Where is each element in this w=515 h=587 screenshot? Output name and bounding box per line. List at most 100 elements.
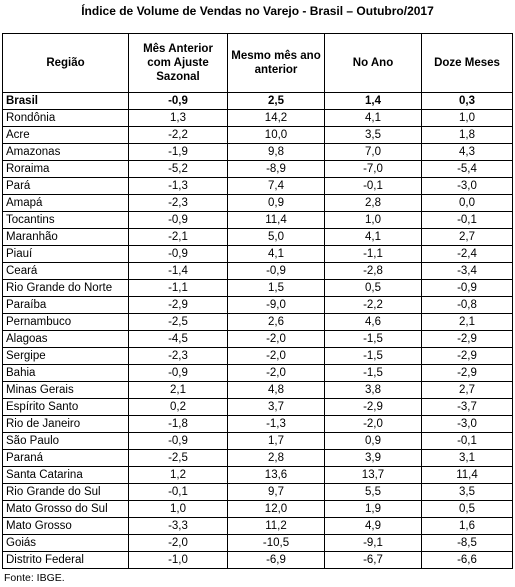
value-cell: 0,5 bbox=[324, 279, 422, 297]
value-cell: 10,0 bbox=[227, 126, 325, 144]
value-cell: -1,3 bbox=[227, 415, 325, 433]
value-cell: 11,2 bbox=[227, 517, 325, 535]
table-row: Sergipe -2,3 -2,0 -1,5 -2,9 bbox=[2, 347, 513, 365]
value-cell: 2,8 bbox=[324, 194, 422, 212]
table-row: Santa Catarina 1,2 13,6 13,7 11,4 bbox=[2, 466, 513, 484]
value-cell: 4,6 bbox=[324, 313, 422, 331]
table-row: Espírito Santo 0,2 3,7 -2,9 -3,7 bbox=[2, 398, 513, 416]
region-cell: Piauí bbox=[2, 245, 129, 263]
value-cell: -1,8 bbox=[128, 415, 228, 433]
region-cell: Bahia bbox=[2, 364, 129, 382]
value-cell: -2,9 bbox=[421, 347, 513, 365]
value-cell: -0,9 bbox=[128, 432, 228, 450]
value-cell: -2,9 bbox=[421, 364, 513, 382]
value-cell: -0,9 bbox=[421, 279, 513, 297]
table-title: Índice de Volume de Vendas no Varejo - B… bbox=[81, 4, 434, 18]
region-cell: Goiás bbox=[2, 534, 129, 552]
value-cell: -8,5 bbox=[421, 534, 513, 552]
value-cell: -2,2 bbox=[324, 296, 422, 314]
value-cell: 3,5 bbox=[324, 126, 422, 144]
value-cell: -6,6 bbox=[421, 551, 513, 569]
value-cell: -0,9 bbox=[128, 245, 228, 263]
value-cell: 4,1 bbox=[227, 245, 325, 263]
table-row: Pará -1,3 7,4 -0,1 -3,0 bbox=[2, 177, 513, 195]
region-cell: Mato Grosso bbox=[2, 517, 129, 535]
table-row: Ceará -1,4 -0,9 -2,8 -3,4 bbox=[2, 262, 513, 280]
value-cell: 1,0 bbox=[324, 211, 422, 229]
column-header: Região bbox=[2, 33, 129, 93]
value-cell: 0,3 bbox=[421, 92, 513, 110]
table-row: Piauí -0,9 4,1 -1,1 -2,4 bbox=[2, 245, 513, 263]
table-row: São Paulo -0,9 1,7 0,9 -0,1 bbox=[2, 432, 513, 450]
table-row: Rio Grande do Sul -0,1 9,7 5,5 3,5 bbox=[2, 483, 513, 501]
region-cell: Santa Catarina bbox=[2, 466, 129, 484]
region-cell: São Paulo bbox=[2, 432, 129, 450]
value-cell: -0,9 bbox=[227, 262, 325, 280]
value-cell: -5,2 bbox=[128, 160, 228, 178]
value-cell: -2,8 bbox=[324, 262, 422, 280]
value-cell: 1,6 bbox=[421, 517, 513, 535]
value-cell: -0,9 bbox=[128, 92, 228, 110]
region-cell: Maranhão bbox=[2, 228, 129, 246]
value-cell: 2,8 bbox=[227, 449, 325, 467]
value-cell: -2,3 bbox=[128, 194, 228, 212]
column-header: Mês Anterior com Ajuste Sazonal bbox=[128, 33, 228, 93]
value-cell: 1,0 bbox=[421, 109, 513, 127]
region-cell: Tocantins bbox=[2, 211, 129, 229]
value-cell: -2,0 bbox=[324, 415, 422, 433]
value-cell: -6,9 bbox=[227, 551, 325, 569]
value-cell: -3,4 bbox=[421, 262, 513, 280]
value-cell: 4,9 bbox=[324, 517, 422, 535]
source-note: Fonte: IBGE. bbox=[4, 572, 65, 584]
region-cell: Ceará bbox=[2, 262, 129, 280]
table-row: Amazonas -1,9 9,8 7,0 4,3 bbox=[2, 143, 513, 161]
table-row: Pernambuco -2,5 2,6 4,6 2,1 bbox=[2, 313, 513, 331]
table-row: Brasil -0,9 2,5 1,4 0,3 bbox=[2, 92, 513, 110]
value-cell: -1,5 bbox=[324, 364, 422, 382]
value-cell: 4,1 bbox=[324, 228, 422, 246]
region-cell: Espírito Santo bbox=[2, 398, 129, 416]
value-cell: 11,4 bbox=[421, 466, 513, 484]
value-cell: 2,7 bbox=[421, 228, 513, 246]
value-cell: 2,5 bbox=[227, 92, 325, 110]
value-cell: 9,8 bbox=[227, 143, 325, 161]
value-cell: -2,4 bbox=[421, 245, 513, 263]
value-cell: 2,1 bbox=[128, 381, 228, 399]
value-cell: 1,9 bbox=[324, 500, 422, 518]
table-row: Roraima -5,2 -8,9 -7,0 -5,4 bbox=[2, 160, 513, 178]
value-cell: -1,4 bbox=[128, 262, 228, 280]
table-row: Maranhão -2,1 5,0 4,1 2,7 bbox=[2, 228, 513, 246]
table-row: Rio Grande do Norte -1,1 1,5 0,5 -0,9 bbox=[2, 279, 513, 297]
value-cell: 3,1 bbox=[421, 449, 513, 467]
value-cell: -2,0 bbox=[227, 347, 325, 365]
value-cell: 3,7 bbox=[227, 398, 325, 416]
region-cell: Paraná bbox=[2, 449, 129, 467]
table-row: Goiás -2,0 -10,5 -9,1 -8,5 bbox=[2, 534, 513, 552]
region-cell: Rio Grande do Norte bbox=[2, 279, 129, 297]
table-row: Distrito Federal -1,0 -6,9 -6,7 -6,6 bbox=[2, 551, 513, 569]
value-cell: -8,9 bbox=[227, 160, 325, 178]
value-cell: -0,9 bbox=[128, 364, 228, 382]
table-row: Bahia -0,9 -2,0 -1,5 -2,9 bbox=[2, 364, 513, 382]
region-cell: Distrito Federal bbox=[2, 551, 129, 569]
value-cell: 3,8 bbox=[324, 381, 422, 399]
value-cell: 12,0 bbox=[227, 500, 325, 518]
region-cell: Pernambuco bbox=[2, 313, 129, 331]
value-cell: 0,9 bbox=[324, 432, 422, 450]
region-cell: Acre bbox=[2, 126, 129, 144]
value-cell: 1,8 bbox=[421, 126, 513, 144]
column-header: Mesmo mês ano anterior bbox=[227, 33, 325, 93]
table-row: Paraíba -2,9 -9,0 -2,2 -0,8 bbox=[2, 296, 513, 314]
region-cell: Paraíba bbox=[2, 296, 129, 314]
value-cell: -2,0 bbox=[128, 534, 228, 552]
value-cell: 7,4 bbox=[227, 177, 325, 195]
value-cell: 7,0 bbox=[324, 143, 422, 161]
value-cell: -0,1 bbox=[421, 211, 513, 229]
value-cell: 3,5 bbox=[421, 483, 513, 501]
value-cell: -2,5 bbox=[128, 449, 228, 467]
table-body: Brasil -0,9 2,5 1,4 0,3 Rondônia 1,3 14,2 4,1 1,0… bbox=[2, 92, 513, 569]
table-row: Minas Gerais 2,1 4,8 3,8 2,7 bbox=[2, 381, 513, 399]
value-cell: 1,0 bbox=[128, 500, 228, 518]
region-cell: Pará bbox=[2, 177, 129, 195]
